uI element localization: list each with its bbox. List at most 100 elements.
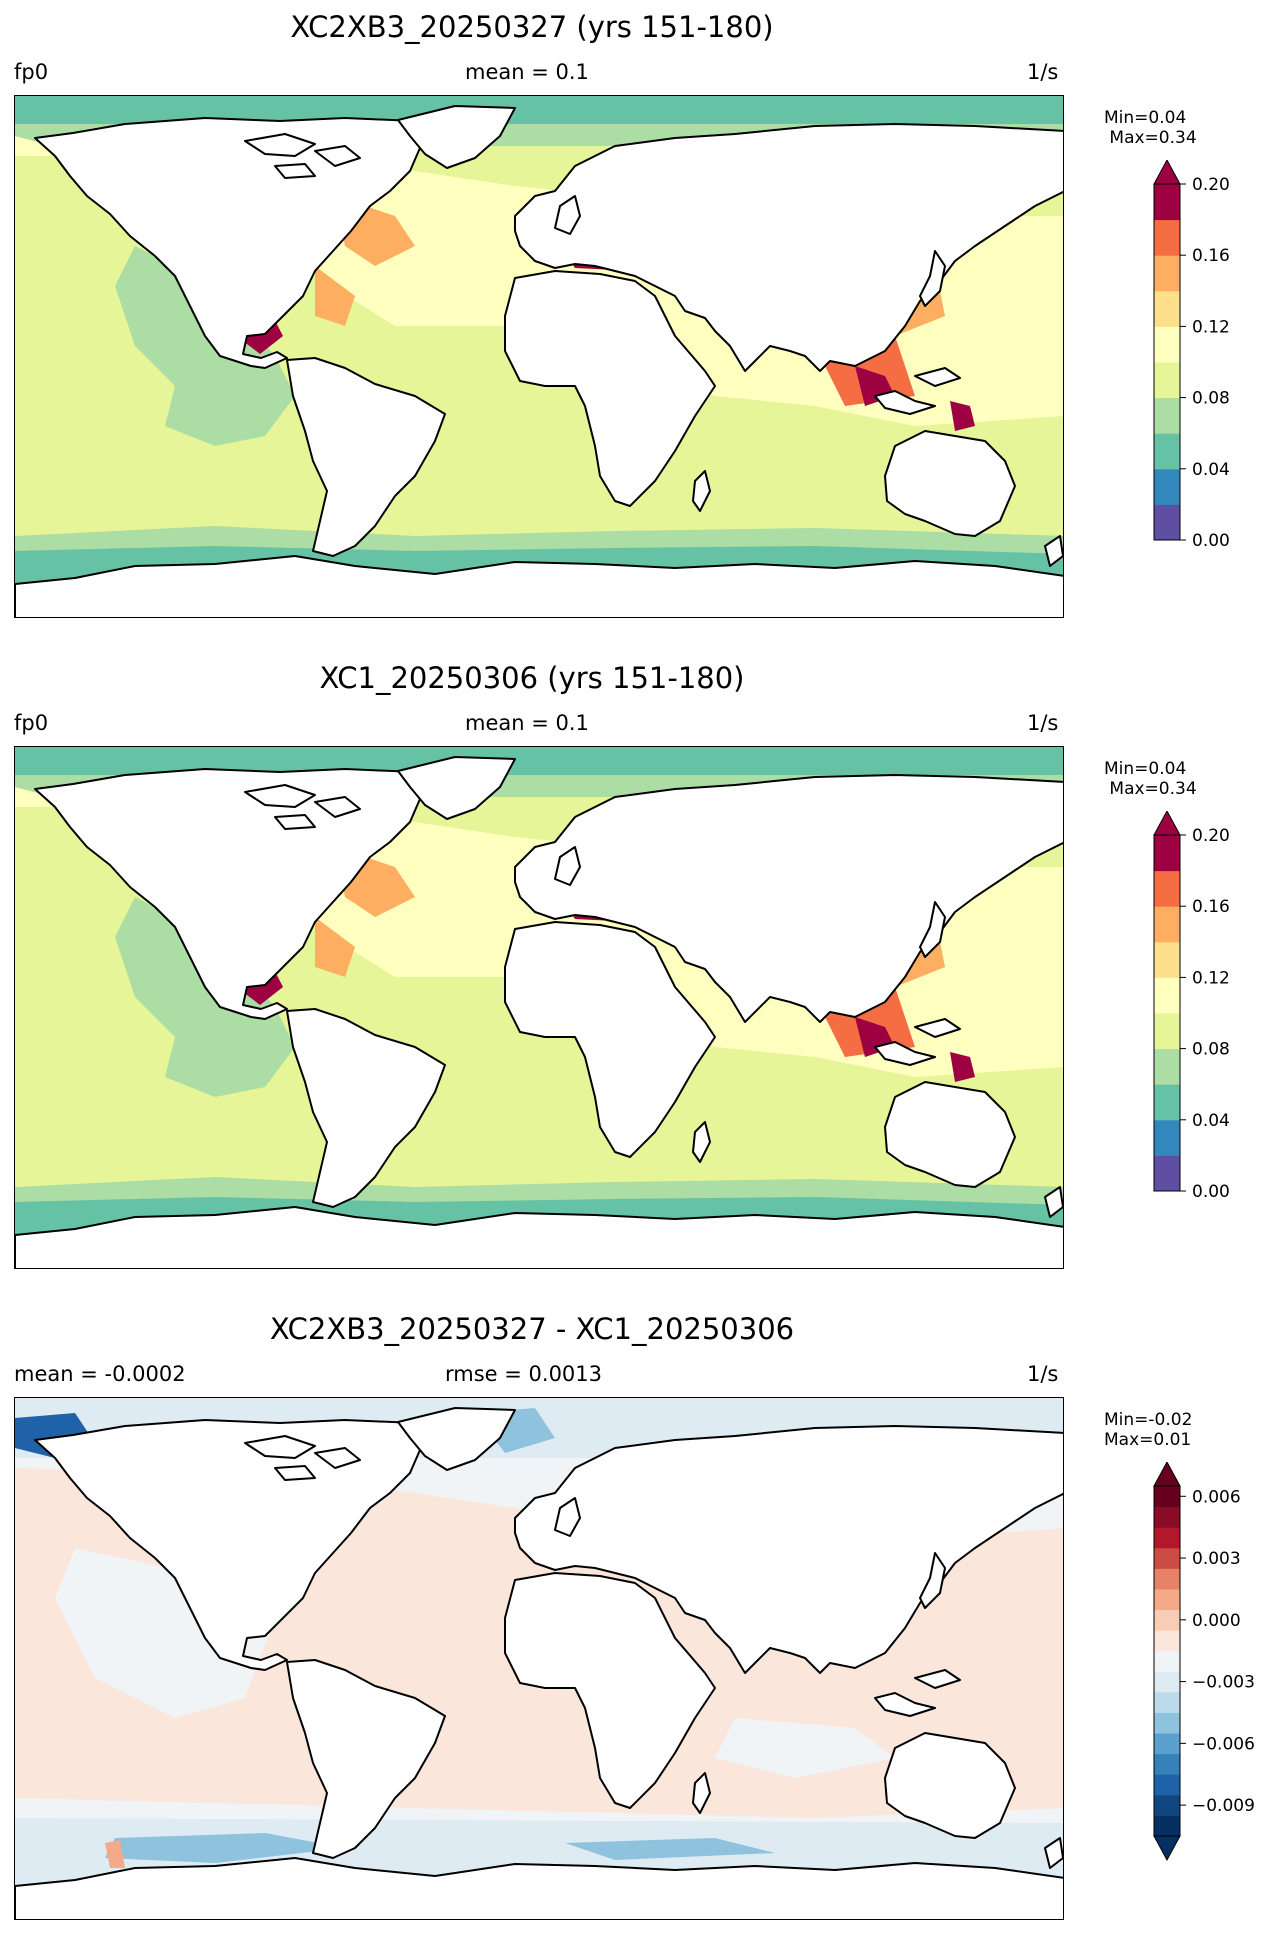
colorbar-segment xyxy=(1154,835,1180,872)
panel-title: XC2XB3_20250327 - XC1_20250306 xyxy=(269,1312,795,1346)
land-gr xyxy=(397,105,516,169)
colorbar-extend-max xyxy=(1153,1462,1181,1487)
colorbar-extend-max xyxy=(1153,160,1181,185)
colorbar-segment xyxy=(1154,1794,1180,1816)
land-sa xyxy=(286,357,446,557)
colorbar-segment xyxy=(1154,433,1180,470)
colorbar-tick-label: 0.003 xyxy=(1192,1549,1241,1569)
colorbar-segment xyxy=(1154,1568,1180,1590)
colorbar-tick-label: 0.08 xyxy=(1192,389,1230,409)
land-eu xyxy=(514,1425,1063,1674)
colorbar-segment xyxy=(1154,290,1180,327)
colorbar-tick-label: 0.006 xyxy=(1192,1487,1241,1507)
map-panel-2 xyxy=(14,746,1064,1269)
land-gr xyxy=(397,1407,516,1471)
min-max-label: Min=0.04 Max=0.34 xyxy=(1104,108,1197,148)
colorbar-segment xyxy=(1154,184,1180,221)
panel-center-label: mean = 0.1 xyxy=(465,711,589,735)
colorbar-segment xyxy=(1154,255,1180,292)
colorbar-tick-label: −0.006 xyxy=(1192,1734,1255,1754)
colorbar-tick-label: 0.20 xyxy=(1192,826,1230,846)
land-ca xyxy=(244,784,361,830)
colorbar-2: 0.00 0.04 0.08 0.12 0.16 0.20 xyxy=(1153,811,1230,1202)
colorbar-segment xyxy=(1154,977,1180,1014)
colorbar-segment xyxy=(1154,1774,1180,1796)
colorbar-segment xyxy=(1154,326,1180,363)
east-pacific-band xyxy=(115,246,295,446)
land-ca xyxy=(244,133,361,179)
colorbar-segment xyxy=(1154,468,1180,505)
land-mad xyxy=(692,1121,711,1163)
land-an xyxy=(15,555,1063,617)
colorbar-tick-label: 0.04 xyxy=(1192,460,1230,480)
land-uk xyxy=(554,846,581,886)
panel-title: XC1_20250306 (yrs 151-180) xyxy=(319,661,745,695)
land-jp xyxy=(919,250,946,307)
land-af xyxy=(504,921,716,1158)
colorbar-segment xyxy=(1154,1815,1180,1837)
land-in xyxy=(874,1669,961,1717)
land-eu xyxy=(514,774,1063,1023)
land-nz xyxy=(1044,1186,1063,1218)
colorbar-tick-label: 0.04 xyxy=(1192,1111,1230,1131)
colorbar-tick-label: 0.12 xyxy=(1192,317,1230,337)
colorbar-tick-label: 0.00 xyxy=(1192,531,1230,551)
panel-center-label: rmse = 0.0013 xyxy=(445,1362,603,1386)
colorbar-segment xyxy=(1154,941,1180,978)
colorbar-segment xyxy=(1154,1650,1180,1672)
land-sa xyxy=(286,1659,446,1859)
colorbar-segment xyxy=(1154,1506,1180,1528)
land-an xyxy=(15,1857,1063,1919)
colorbar-segment xyxy=(1154,362,1180,399)
land-af xyxy=(504,270,716,507)
panel-unit-label: 1/s xyxy=(1027,711,1059,735)
colorbar-segment xyxy=(1154,1119,1180,1156)
colorbar-segment xyxy=(1154,1527,1180,1549)
colorbar-segment xyxy=(1154,1671,1180,1693)
colorbar-extend-max xyxy=(1153,811,1181,836)
panel-title: XC2XB3_20250327 (yrs 151-180) xyxy=(290,10,774,44)
colorbar-segment xyxy=(1154,1691,1180,1713)
colorbar-segment xyxy=(1154,870,1180,907)
colorbar-segment xyxy=(1154,1712,1180,1734)
colorbar-segment xyxy=(1154,219,1180,256)
colorbar-segment xyxy=(1154,504,1180,541)
panel-left-label: mean = -0.0002 xyxy=(14,1362,186,1386)
land-nz xyxy=(1044,1837,1063,1869)
panel-unit-label: 1/s xyxy=(1027,1362,1059,1386)
colorbar-segment xyxy=(1154,1588,1180,1611)
land-in xyxy=(874,367,961,415)
land-ca xyxy=(244,1435,361,1481)
colorbar-tick-label: 0.12 xyxy=(1192,968,1230,988)
panel-center-label: mean = 0.1 xyxy=(465,60,589,84)
land-nz xyxy=(1044,535,1063,567)
land-af xyxy=(504,1572,716,1809)
colorbar-tick-label: 0.20 xyxy=(1192,175,1230,195)
colorbar-segment xyxy=(1154,1753,1180,1775)
panel-left-label: fp0 xyxy=(14,711,49,735)
land-in xyxy=(874,1018,961,1066)
land-mad xyxy=(692,1772,711,1814)
land-au xyxy=(884,1081,1016,1188)
min-max-label: Min=-0.02 Max=0.01 xyxy=(1104,1410,1193,1450)
colorbar-segment xyxy=(1154,906,1180,943)
land-au xyxy=(884,1732,1016,1839)
colorbar-tick-label: −0.009 xyxy=(1192,1796,1255,1816)
colorbar-tick-label: 0.000 xyxy=(1192,1611,1241,1631)
land-mad xyxy=(692,470,711,512)
colorbar-segment xyxy=(1154,1630,1180,1652)
colorbar-segment xyxy=(1154,1733,1180,1755)
land-jp xyxy=(919,901,946,958)
colorbar-1: 0.00 0.04 0.08 0.12 0.16 0.20 xyxy=(1153,160,1230,551)
colorbar-segment xyxy=(1154,1013,1180,1050)
land-uk xyxy=(554,195,581,235)
panel-left-label: fp0 xyxy=(14,60,49,84)
panel-unit-label: 1/s xyxy=(1027,60,1059,84)
map-panel-3 xyxy=(14,1397,1064,1920)
map-panel-1 xyxy=(14,95,1064,618)
colorbar-tick-label: 0.00 xyxy=(1192,1182,1230,1202)
colorbar-segment xyxy=(1154,1084,1180,1121)
colorbar-tick-label: 0.16 xyxy=(1192,897,1230,917)
land-sa xyxy=(286,1008,446,1208)
